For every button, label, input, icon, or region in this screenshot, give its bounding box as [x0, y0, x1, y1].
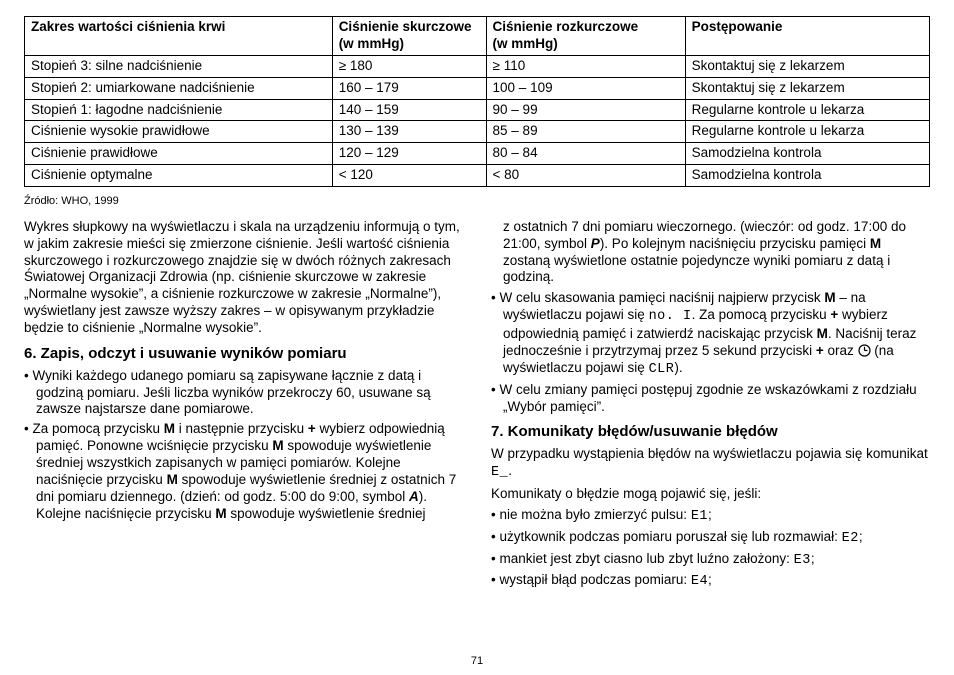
err-e4: wystąpił błąd podczas pomiaru: E4;: [491, 572, 930, 591]
table-row: Ciśnienie wysokie prawidłowe130 – 13985 …: [25, 121, 930, 143]
table-row: Stopień 1: łagodne nadciśnienie140 – 159…: [25, 99, 930, 121]
right-column: z ostatnich 7 dni pomiaru wieczornego. (…: [491, 219, 930, 595]
table-row: Stopień 2: umiarkowane nadciśnienie160 –…: [25, 77, 930, 99]
table-row: Stopień 3: silne nadciśnienie≥ 180≥ 110S…: [25, 55, 930, 77]
bullet-delete: W celu skasowania pamięci naciśnij najpi…: [491, 290, 930, 378]
table-row: Ciśnienie optymalne< 120< 80Samodzielna …: [25, 165, 930, 187]
th-range: Zakres wartości ciśnienia krwi: [25, 17, 333, 56]
section-6-heading: 6. Zapis, odczyt i usuwanie wyników pomi…: [24, 345, 463, 364]
error-intro: W przypadku wystąpienia błędów na wyświe…: [491, 446, 930, 482]
section-7-heading: 7. Komunikaty błędów/usuwanie błędów: [491, 423, 930, 442]
th-diastolic: Ciśnienie rozkurczowe(w mmHg): [486, 17, 685, 56]
th-action: Postępowanie: [685, 17, 929, 56]
clock-icon: [858, 344, 871, 357]
err-e2: użytkownik podczas pomiaru poruszał się …: [491, 529, 930, 548]
error-list-intro: Komunikaty o błędzie mogą pojawić się, j…: [491, 486, 930, 503]
table-row: Ciśnienie prawidłowe120 – 12980 – 84Samo…: [25, 143, 930, 165]
left-column: Wykres słupkowy na wyświetlaczu i skala …: [24, 219, 463, 595]
bullet-change-mem: W celu zmiany pamięci postępuj zgodnie z…: [491, 382, 930, 416]
bp-range-table: Zakres wartości ciśnienia krwi Ciśnienie…: [24, 16, 930, 187]
th-systolic: Ciśnienie skurczowe(w mmHg): [332, 17, 486, 56]
page-number: 71: [0, 655, 954, 669]
err-e1: nie można było zmierzyć pulsu: E1;: [491, 507, 930, 526]
table-source: Źródło: WHO, 1999: [24, 195, 930, 209]
bullet-read-cont: z ostatnich 7 dni pomiaru wieczornego. (…: [491, 219, 930, 287]
err-e3: mankiet jest zbyt ciasno lub zbyt luźno …: [491, 551, 930, 570]
intro-paragraph: Wykres słupkowy na wyświetlaczu i skala …: [24, 219, 463, 337]
bullet-save: Wyniki każdego udanego pomiaru są zapisy…: [24, 368, 463, 419]
bullet-read: Za pomocą przycisku M i następnie przyci…: [24, 421, 463, 522]
